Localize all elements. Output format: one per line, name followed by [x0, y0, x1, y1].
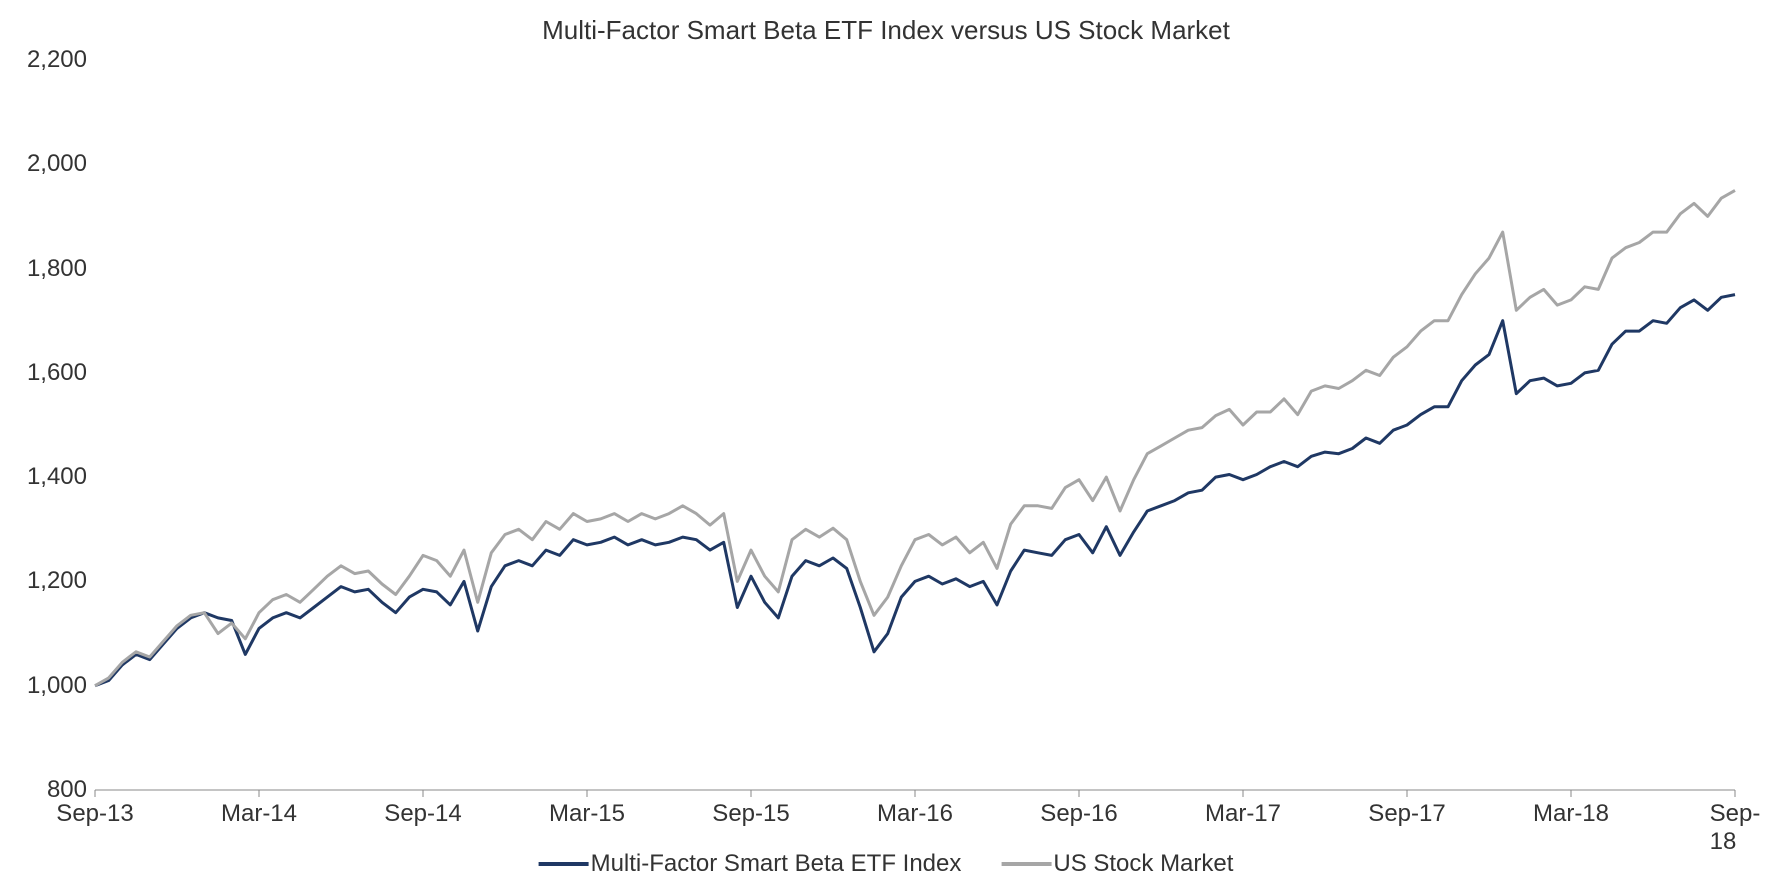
chart-container: Multi-Factor Smart Beta ETF Index versus…: [0, 0, 1772, 886]
x-tick-label: Sep-17: [1368, 800, 1445, 828]
y-tick-label: 2,200: [27, 46, 87, 74]
y-tick-label: 2,000: [27, 150, 87, 178]
x-tick-label: Sep-14: [384, 800, 461, 828]
chart-svg: [0, 0, 1772, 886]
y-tick-label: 1,400: [27, 463, 87, 491]
x-tick-label: Mar-14: [221, 800, 297, 828]
y-tick-label: 1,800: [27, 255, 87, 283]
x-tick-label: Mar-18: [1533, 800, 1609, 828]
y-tick-label: 1,200: [27, 567, 87, 595]
x-tick-label: Mar-15: [549, 800, 625, 828]
x-tick-label: Sep-16: [1040, 800, 1117, 828]
y-tick-label: 1,000: [27, 672, 87, 700]
x-tick-label: Mar-17: [1205, 800, 1281, 828]
legend-label-1: US Stock Market: [1053, 850, 1233, 878]
x-tick-label: Sep-18: [1710, 800, 1761, 856]
legend: Multi-Factor Smart Beta ETF Index US Sto…: [539, 850, 1234, 878]
x-tick-label: Mar-16: [877, 800, 953, 828]
y-tick-label: 1,600: [27, 359, 87, 387]
legend-label-0: Multi-Factor Smart Beta ETF Index: [591, 850, 962, 878]
legend-item-1: US Stock Market: [1001, 850, 1233, 878]
x-tick-label: Sep-15: [712, 800, 789, 828]
legend-swatch-1: [1001, 862, 1051, 866]
x-tick-label: Sep-13: [56, 800, 133, 828]
legend-swatch-0: [539, 862, 589, 866]
legend-item-0: Multi-Factor Smart Beta ETF Index: [539, 850, 962, 878]
